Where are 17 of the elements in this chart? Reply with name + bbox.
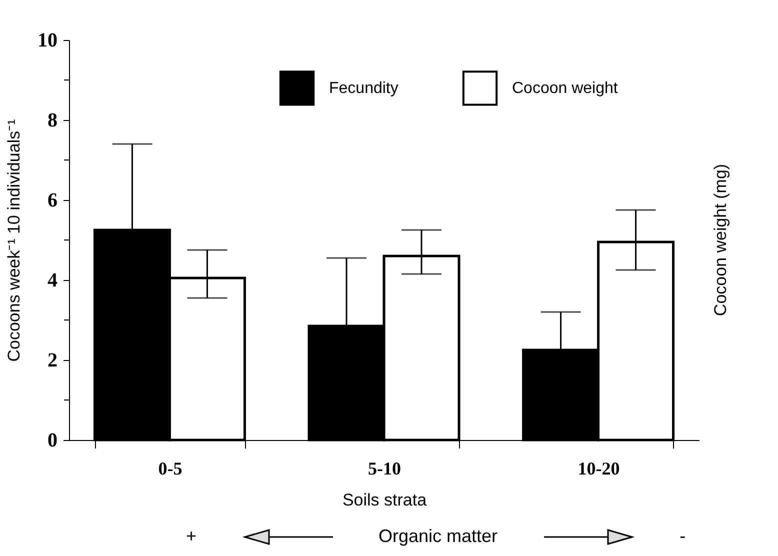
- text: -: [680, 526, 686, 547]
- y2-axis-title: Cocoon weight (mg): [711, 164, 730, 316]
- legend-label: Fecundity: [329, 80, 398, 98]
- x-tick-label: 0-5: [158, 458, 182, 478]
- y-tick-label: 10: [38, 30, 58, 52]
- y-tick-label: 8: [48, 110, 58, 132]
- y-tick-label: 4: [48, 270, 58, 292]
- text: Organic matter: [378, 526, 498, 547]
- legend-label: Cocoon weight: [512, 80, 618, 98]
- x-tick-label: 10-20: [578, 458, 620, 478]
- text: +: [186, 526, 197, 547]
- x-tick-label: 5-10: [368, 458, 401, 478]
- x-axis-title: Soils strata: [342, 490, 428, 510]
- y-axis-title: Cocoons week⁻¹ 10 individuals⁻¹: [4, 118, 24, 362]
- y-tick-label: 6: [48, 190, 58, 212]
- y-tick-label: 2: [48, 350, 58, 372]
- y-tick-label: 0: [48, 430, 58, 452]
